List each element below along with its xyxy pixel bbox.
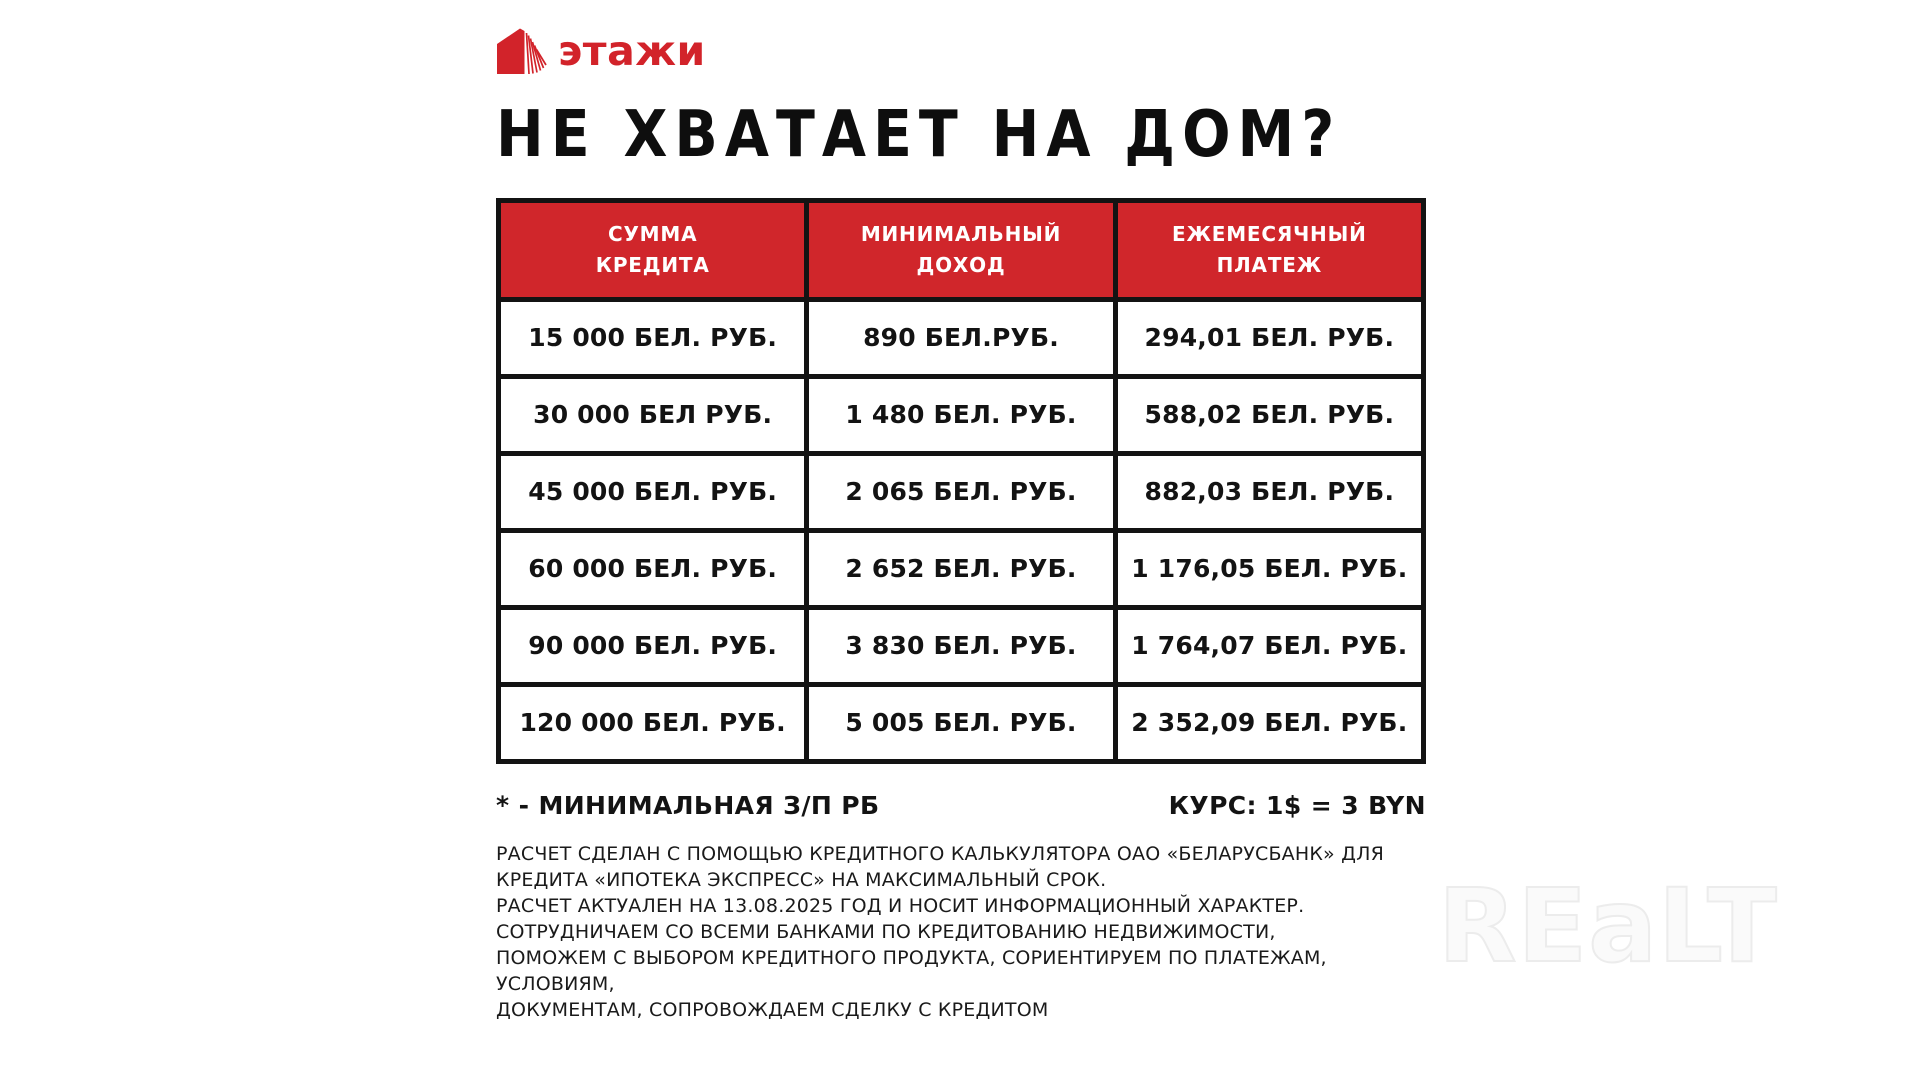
page-title: НЕ ХВАТАЕТ НА ДОМ? (496, 97, 1342, 172)
cell-monthly-payment: 1 176,05 БЕЛ. РУБ. (1112, 527, 1427, 610)
footnote-min-salary: * - МИНИМАЛЬНАЯ З/П РБ (496, 790, 880, 820)
table-row: 60 000 БЕЛ. РУБ. 2 652 БЕЛ. РУБ. 1 176,0… (495, 527, 1427, 610)
cell-credit-sum: 90 000 БЕЛ. РУБ. (495, 604, 810, 687)
cell-min-income: 2 065 БЕЛ. РУБ. (804, 450, 1118, 533)
header-line: КРЕДИТА (595, 252, 710, 277)
disclaimer-line: УСЛОВИЯМ, (496, 972, 615, 995)
cell-monthly-payment: 2 352,09 БЕЛ. РУБ. (1112, 681, 1427, 764)
cell-monthly-payment: 1 764,07 БЕЛ. РУБ. (1112, 604, 1427, 687)
column-header-credit-sum: СУММА КРЕДИТА (495, 197, 810, 302)
cell-credit-sum: 45 000 БЕЛ. РУБ. (495, 450, 810, 533)
table-row: 30 000 БЕЛ РУБ. 1 480 БЕЛ. РУБ. 588,02 Б… (495, 373, 1427, 456)
header-line: СУММА (607, 221, 698, 246)
table-row: 15 000 БЕЛ. РУБ. 890 БЕЛ.РУБ. 294,01 БЕЛ… (495, 296, 1427, 379)
cell-monthly-payment: 294,01 БЕЛ. РУБ. (1112, 296, 1427, 379)
table-row: 120 000 БЕЛ. РУБ. 5 005 БЕЛ. РУБ. 2 352,… (495, 681, 1427, 764)
cell-monthly-payment: 882,03 БЕЛ. РУБ. (1112, 450, 1427, 533)
footnotes-row: * - МИНИМАЛЬНАЯ З/П РБ КУРС: 1$ = 3 BYN (496, 791, 1426, 820)
disclaimer-line: РАСЧЕТ АКТУАЛЕН НА 13.08.2025 ГОД И НОСИ… (496, 894, 1305, 917)
cell-min-income: 2 652 БЕЛ. РУБ. (804, 527, 1118, 610)
realt-watermark: REaLT (1437, 867, 1778, 986)
column-header-monthly-payment: ЕЖЕМЕСЯЧНЫЙ ПЛАТЕЖ (1112, 197, 1427, 302)
header-line: ЕЖЕМЕСЯЧНЫЙ (1172, 221, 1367, 246)
disclaimer-line: РАСЧЕТ СДЕЛАН С ПОМОЩЬЮ КРЕДИТНОГО КАЛЬК… (496, 842, 1385, 865)
header-line: МИНИМАЛЬНЫЙ (860, 221, 1062, 246)
exchange-rate-note: КУРС: 1$ = 3 BYN (1168, 790, 1426, 820)
column-header-min-income: МИНИМАЛЬНЫЙ ДОХОД (804, 197, 1118, 302)
cell-credit-sum: 60 000 БЕЛ. РУБ. (495, 527, 810, 610)
content-column: этажи НЕ ХВАТАЕТ НА ДОМ? СУММА КРЕДИТА М… (495, 0, 1427, 1023)
header-line: ПЛАТЕЖ (1216, 252, 1323, 277)
cell-min-income: 890 БЕЛ.РУБ. (804, 296, 1118, 379)
etazhi-house-icon (497, 28, 547, 75)
etazhi-logo-text: этажи (558, 26, 706, 75)
credit-table: СУММА КРЕДИТА МИНИМАЛЬНЫЙ ДОХОД ЕЖЕМЕСЯЧ… (495, 197, 1427, 764)
disclaimer-line: ПОМОЖЕМ С ВЫБОРОМ КРЕДИТНОГО ПРОДУКТА, С… (496, 946, 1327, 969)
cell-min-income: 5 005 БЕЛ. РУБ. (804, 681, 1118, 764)
cell-min-income: 3 830 БЕЛ. РУБ. (804, 604, 1118, 687)
header-line: ДОХОД (916, 252, 1006, 277)
table-row: 90 000 БЕЛ. РУБ. 3 830 БЕЛ. РУБ. 1 764,0… (495, 604, 1427, 687)
cell-credit-sum: 120 000 БЕЛ. РУБ. (495, 681, 810, 764)
cell-min-income: 1 480 БЕЛ. РУБ. (804, 373, 1118, 456)
disclaimer-text: РАСЧЕТ СДЕЛАН С ПОМОЩЬЮ КРЕДИТНОГО КАЛЬК… (496, 841, 1426, 1023)
cell-credit-sum: 15 000 БЕЛ. РУБ. (495, 296, 810, 379)
disclaimer-line: ДОКУМЕНТАМ, СОПРОВОЖДАЕМ СДЕЛКУ С КРЕДИТ… (496, 998, 1049, 1021)
disclaimer-line: СОТРУДНИЧАЕМ СО ВСЕМИ БАНКАМИ ПО КРЕДИТО… (496, 920, 1276, 943)
cell-monthly-payment: 588,02 БЕЛ. РУБ. (1112, 373, 1427, 456)
disclaimer-line: КРЕДИТА «ИПОТЕКА ЭКСПРЕСС» НА МАКСИМАЛЬН… (496, 868, 1107, 891)
cell-credit-sum: 30 000 БЕЛ РУБ. (495, 373, 810, 456)
etazhi-logo: этажи (496, 27, 1426, 75)
table-row: 45 000 БЕЛ. РУБ. 2 065 БЕЛ. РУБ. 882,03 … (495, 450, 1427, 533)
table-header-row: СУММА КРЕДИТА МИНИМАЛЬНЫЙ ДОХОД ЕЖЕМЕСЯЧ… (495, 197, 1427, 302)
